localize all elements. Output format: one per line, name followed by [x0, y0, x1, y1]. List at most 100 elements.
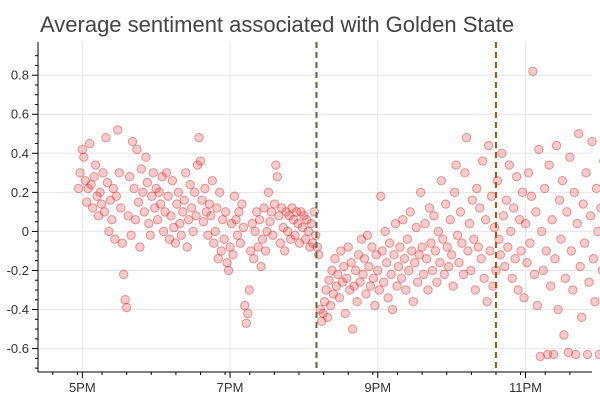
- data-point: [316, 316, 327, 326]
- data-point: [404, 265, 414, 276]
- data-point: [254, 214, 265, 225]
- data-point: [451, 160, 461, 170]
- data-point: [361, 289, 371, 299]
- data-point: [569, 187, 579, 198]
- data-point: [237, 199, 247, 209]
- data-point: [565, 152, 575, 162]
- data-point: [596, 203, 600, 213]
- data-point: [544, 160, 554, 170]
- data-point: [96, 199, 107, 209]
- data-point: [253, 242, 263, 252]
- data-point: [256, 261, 266, 272]
- data-point: [104, 226, 114, 237]
- data-point: [480, 214, 491, 225]
- data-point: [455, 207, 466, 217]
- data-point: [231, 214, 241, 225]
- data-point: [399, 254, 410, 264]
- data-point: [438, 234, 448, 244]
- data-point: [401, 285, 411, 295]
- data-point: [293, 218, 303, 229]
- data-point: [95, 187, 105, 198]
- data-point: [330, 254, 340, 264]
- data-point: [534, 144, 544, 155]
- data-point: [87, 203, 98, 213]
- x-tick-label: 5PM: [69, 380, 96, 395]
- y-tick-label: -0.4: [7, 302, 29, 317]
- data-point: [262, 226, 272, 237]
- data-point: [251, 207, 262, 217]
- data-point: [429, 211, 439, 221]
- data-point: [377, 246, 387, 256]
- data-point: [581, 168, 591, 178]
- data-point: [209, 238, 219, 248]
- data-point: [486, 191, 497, 201]
- data-point: [593, 226, 600, 237]
- data-point: [223, 265, 234, 276]
- data-point: [274, 211, 284, 221]
- data-point: [172, 199, 182, 209]
- data-point: [525, 238, 535, 248]
- data-point: [135, 242, 145, 252]
- data-point: [188, 226, 198, 237]
- data-point: [114, 168, 124, 178]
- data-point: [132, 144, 142, 155]
- data-point: [116, 203, 126, 213]
- data-point: [271, 160, 281, 170]
- data-point: [129, 183, 139, 194]
- data-point: [142, 177, 153, 188]
- data-point: [285, 234, 296, 244]
- data-point: [574, 129, 584, 139]
- data-point: [405, 207, 415, 217]
- data-point: [217, 214, 228, 225]
- data-point: [356, 234, 367, 244]
- data-point: [469, 234, 479, 244]
- data-point: [507, 273, 517, 283]
- data-point: [176, 230, 187, 241]
- data-point: [439, 269, 449, 280]
- data-point: [367, 242, 377, 252]
- data-point: [554, 195, 565, 205]
- data-point: [538, 265, 548, 276]
- data-point: [427, 265, 438, 276]
- data-point: [228, 250, 238, 260]
- data-point: [588, 254, 599, 264]
- data-point: [331, 281, 342, 291]
- data-point: [454, 257, 464, 268]
- data-point: [350, 265, 361, 276]
- data-point: [368, 273, 379, 283]
- data-point: [166, 211, 176, 221]
- data-point: [259, 203, 269, 213]
- data-point: [426, 238, 436, 248]
- data-point: [86, 179, 96, 190]
- data-point: [219, 234, 229, 244]
- data-point: [145, 230, 155, 241]
- data-point: [127, 136, 138, 147]
- data-point: [206, 211, 216, 221]
- data-point: [118, 269, 129, 280]
- data-point: [121, 302, 132, 313]
- data-point: [572, 218, 582, 229]
- data-point: [414, 250, 424, 260]
- data-point: [442, 242, 452, 252]
- data-point: [519, 293, 529, 303]
- data-point: [537, 226, 547, 237]
- data-point: [79, 152, 89, 162]
- data-point: [579, 238, 590, 248]
- data-point: [457, 238, 467, 248]
- data-point: [303, 226, 314, 237]
- chart-title: Average sentiment associated with Golden…: [40, 12, 514, 37]
- data-point: [395, 242, 405, 252]
- data-point: [472, 183, 482, 194]
- data-point: [475, 203, 485, 213]
- data-point: [587, 136, 597, 147]
- data-point: [213, 254, 223, 264]
- data-point: [346, 257, 356, 268]
- data-point: [551, 140, 562, 151]
- data-point: [272, 172, 283, 182]
- data-point: [235, 238, 246, 248]
- data-point: [378, 277, 389, 287]
- data-point: [98, 168, 108, 178]
- data-point: [523, 168, 534, 178]
- data-point: [302, 214, 312, 225]
- data-point: [155, 199, 166, 209]
